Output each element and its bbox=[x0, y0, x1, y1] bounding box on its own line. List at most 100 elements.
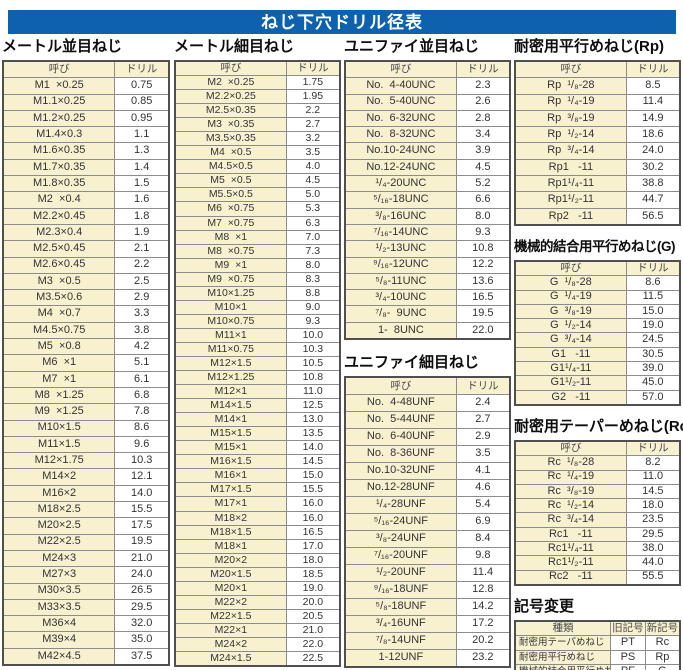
table-row: ³/₈-16UNC 8.0 bbox=[344, 207, 511, 225]
drill-value-cell: 30.2 bbox=[625, 158, 681, 177]
table-row: M1.2×0.25 0.95 bbox=[2, 109, 170, 128]
section-heading-unified-fine: ユニファイ細目ねじ bbox=[344, 354, 480, 372]
thread-name-cell: M10×0.75 bbox=[174, 313, 287, 329]
table-row: M18×2 16.0 bbox=[174, 510, 341, 526]
section-heading-rp: 耐密用平行めねじ(Rp) bbox=[514, 38, 664, 55]
table-row: No. 6-40UNF 2.9 bbox=[344, 428, 511, 447]
drill-value-cell: 8.0 bbox=[455, 207, 511, 225]
thread-name-cell: ³/₈-16UNC bbox=[344, 207, 457, 225]
drill-value-cell: 10.8 bbox=[455, 240, 511, 258]
header-row: 呼び ドリル bbox=[344, 60, 511, 79]
thread-name-cell: Rc1¹/₂-11 bbox=[514, 555, 627, 571]
thread-name-cell: Rp1 -11 bbox=[514, 158, 627, 177]
section-heading-symbol-change: 記号変更 bbox=[514, 597, 575, 615]
table-row: No.10-24UNC 3.9 bbox=[344, 142, 511, 160]
drill-value-cell: 1.1 bbox=[114, 126, 170, 144]
table-row: No. 4-48UNF 2.4 bbox=[344, 394, 511, 413]
table-row: ⁷/₁₆-14UNC 9.3 bbox=[344, 223, 511, 242]
drill-value-cell: 3.4 bbox=[455, 126, 511, 144]
thread-name-cell: M5.5×0.5 bbox=[174, 187, 287, 203]
thread-name-cell: M1.8×0.35 bbox=[2, 175, 116, 193]
thread-name-cell: G ¹/₂-14 bbox=[514, 318, 627, 334]
thread-name-cell: M11×1 bbox=[174, 327, 287, 343]
thread-name-cell: M12×1.5 bbox=[174, 355, 287, 372]
thread-name-cell: ¹/₂-13UNC bbox=[344, 240, 457, 258]
table-row: M3 ×0.5 2.5 bbox=[2, 272, 170, 291]
thread-name-cell: M33×3.5 bbox=[2, 598, 116, 617]
table-row: G2 -11 57.0 bbox=[514, 389, 681, 406]
drill-value-cell: 23.5 bbox=[625, 512, 681, 528]
table-row: M6 ×1 5.1 bbox=[2, 354, 170, 372]
thread-name-cell: M17×1.5 bbox=[174, 482, 287, 498]
drill-value-cell: 11.4 bbox=[625, 93, 681, 111]
thread-name-cell: M14×1 bbox=[174, 412, 287, 428]
drill-value-cell: 9.3 bbox=[455, 223, 511, 242]
drill-value-cell: 1.4 bbox=[114, 158, 170, 177]
table-row: M36×4 32.0 bbox=[2, 615, 170, 633]
table-row: M22×2 20.0 bbox=[174, 594, 341, 610]
table-row: 耐密用平行めねじ PS Rp bbox=[514, 649, 681, 666]
thread-name-cell: Rc ¹/₄-19 bbox=[514, 469, 627, 485]
thread-name-cell: M12×1.25 bbox=[174, 370, 287, 386]
thread-name-cell: M8 ×0.75 bbox=[174, 243, 287, 259]
drill-value-cell: 30.5 bbox=[625, 346, 681, 363]
thread-name-cell: M22×1.5 bbox=[174, 608, 287, 624]
thread-name-cell: No. 4-48UNF bbox=[344, 394, 457, 413]
thread-name-cell: M1.7×0.35 bbox=[2, 158, 116, 177]
table-row: M10×1 9.0 bbox=[174, 299, 341, 315]
drill-value-cell: 2.9 bbox=[114, 289, 170, 307]
drill-value-cell: 6.8 bbox=[114, 386, 170, 405]
table-row: M2.2×0.45 1.8 bbox=[2, 207, 170, 225]
table-row: ¹/₂-13UNC 10.8 bbox=[344, 240, 511, 258]
table-row: No.12-24UNC 4.5 bbox=[344, 158, 511, 177]
drill-value-cell: 14.2 bbox=[455, 598, 511, 617]
table-row: M20×1.5 18.5 bbox=[174, 566, 341, 582]
thread-name-cell: M1 ×0.25 bbox=[2, 77, 116, 95]
drill-value-cell: 22.0 bbox=[285, 636, 341, 652]
table-row: ³/₄-16UNF 17.2 bbox=[344, 615, 511, 634]
thread-name-cell: G ¹/₄-19 bbox=[514, 289, 627, 305]
drill-value-cell: PT bbox=[610, 635, 646, 651]
thread-name-cell: ⁷/₁₆-14UNC bbox=[344, 223, 457, 242]
column-header: ドリル bbox=[625, 260, 681, 277]
header-row: 呼び ドリル bbox=[174, 60, 341, 77]
table-row: No. 6-32UNC 2.8 bbox=[344, 109, 511, 128]
table-row: M22×2.5 19.5 bbox=[2, 533, 170, 551]
thread-name-cell: M20×1.5 bbox=[174, 566, 287, 582]
table-row: M12×1.5 10.5 bbox=[174, 355, 341, 372]
table-row: M2.2×0.25 1.95 bbox=[174, 89, 341, 105]
thread-name-cell: M16×1.5 bbox=[174, 454, 287, 470]
drill-value-cell: 11.5 bbox=[625, 289, 681, 305]
table-row: M2.5×0.45 2.1 bbox=[2, 240, 170, 258]
drill-value-cell: Rp bbox=[644, 649, 681, 666]
drill-value-cell: 6.1 bbox=[114, 370, 170, 388]
thread-name-cell: Rc1¹/₄-11 bbox=[514, 541, 627, 557]
drill-value-cell: 20.5 bbox=[285, 608, 341, 624]
drill-value-cell: 12.8 bbox=[455, 581, 511, 600]
table-row: 機械的結合用平行めねじPFG bbox=[514, 664, 681, 670]
drill-value-cell: 21.0 bbox=[114, 549, 170, 568]
drill-value-cell: 17.0 bbox=[285, 538, 341, 554]
thread-name-cell: ⁵/₈-18UNF bbox=[344, 598, 457, 617]
thread-name-cell: M17×1 bbox=[174, 496, 287, 512]
table-row: M17×1.5 15.5 bbox=[174, 482, 341, 498]
table-row: M20×2 18.0 bbox=[174, 552, 341, 568]
table-row: M3.5×0.35 3.2 bbox=[174, 131, 341, 147]
title-banner: ねじ下穴ドリル径表 bbox=[8, 10, 676, 34]
drill-value-cell: 9.6 bbox=[114, 435, 170, 454]
drill-value-cell: 14.0 bbox=[114, 484, 170, 503]
column-header: 新記号 bbox=[644, 620, 681, 637]
thread-name-cell: No. 6-32UNC bbox=[344, 109, 457, 128]
drill-value-cell: 37.5 bbox=[114, 647, 170, 666]
table-row: M5.5×0.5 5.0 bbox=[174, 187, 341, 203]
drill-value-cell: 17.2 bbox=[455, 615, 511, 634]
drill-value-cell: 18.0 bbox=[285, 552, 341, 568]
thread-name-cell: M14×1.5 bbox=[174, 398, 287, 414]
table-row: M1.7×0.35 1.4 bbox=[2, 158, 170, 177]
table-row: M4 ×0.7 3.3 bbox=[2, 305, 170, 323]
table-row: M1.4×0.3 1.1 bbox=[2, 126, 170, 144]
table-row: M8 ×1.25 6.8 bbox=[2, 386, 170, 405]
thread-name-cell: M3.5×0.6 bbox=[2, 289, 116, 307]
drill-value-cell: 21.0 bbox=[285, 622, 341, 638]
thread-name-cell: ⁷/₈-14UNF bbox=[344, 632, 457, 651]
